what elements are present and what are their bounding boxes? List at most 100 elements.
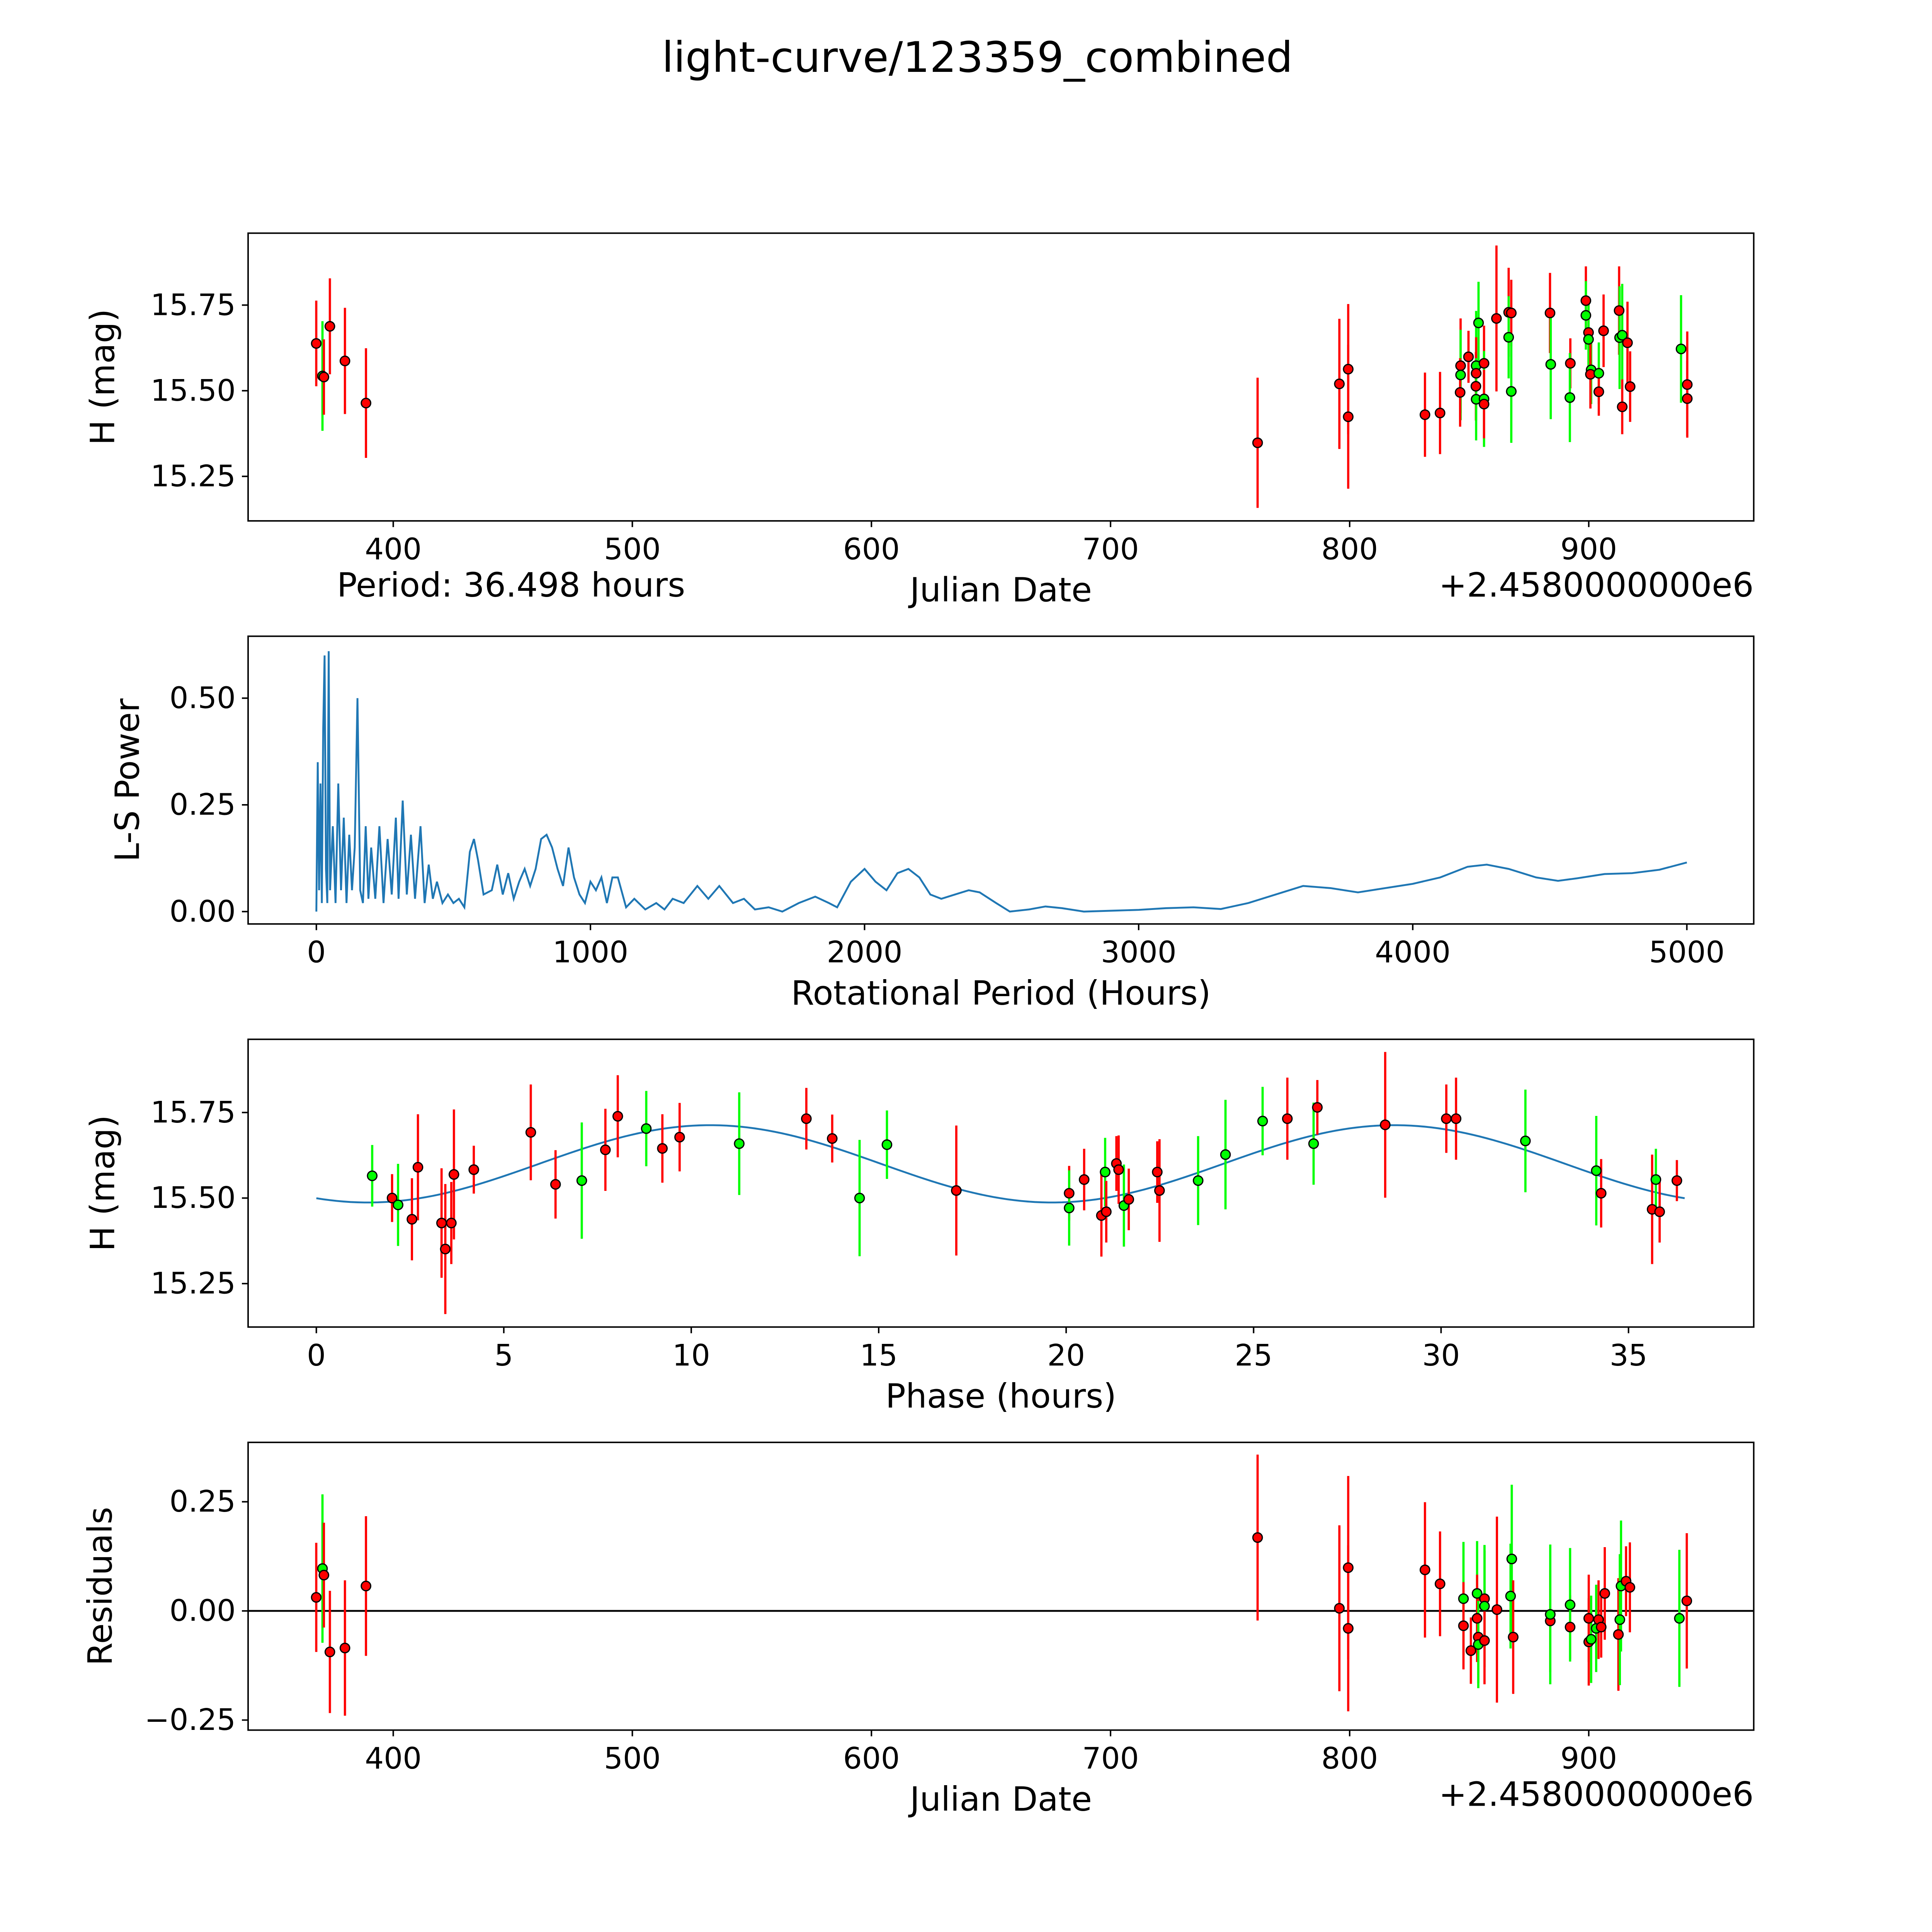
data-point-green: [1473, 317, 1484, 328]
data-point-red: [1479, 1635, 1490, 1646]
data-point-red: [324, 321, 335, 332]
data-point-green: [1675, 344, 1686, 354]
data-point-red: [1580, 295, 1591, 306]
data-point-red: [1622, 337, 1633, 348]
data-point-red: [1151, 1167, 1163, 1178]
x-tick-label: 4000: [1375, 935, 1451, 970]
y-tick-label: 15.25: [150, 459, 235, 493]
data-point-green: [1614, 1614, 1625, 1625]
data-point-green: [733, 1138, 745, 1149]
data-point-red: [318, 1570, 329, 1581]
data-point-red: [1682, 393, 1692, 404]
axes-frame: [247, 232, 1755, 522]
data-point-red: [1063, 1188, 1075, 1199]
data-point-red: [1100, 1206, 1112, 1217]
data-point-red: [1507, 1632, 1519, 1643]
y-tick-label: 15.75: [150, 1095, 235, 1130]
data-point-red: [412, 1162, 423, 1173]
data-point-red: [1478, 398, 1489, 410]
data-point-red: [360, 1580, 371, 1592]
x-tick-label: 700: [1082, 1741, 1139, 1776]
subplot-phase-folded: 0 5 10 15 20 25 30 35 15.25 15.50 15.75 Phase (hour…: [83, 1038, 1755, 1416]
data-point-green: [1564, 392, 1575, 403]
x-tick-label: 15: [860, 1338, 898, 1373]
data-point-green: [1220, 1149, 1231, 1160]
subplot-residuals: 400 500 600 700 800 900 −0.25 0.00 0.25 Julian Da…: [81, 1441, 1755, 1819]
data-point-green: [1458, 1593, 1469, 1604]
subplot-periodogram: 0 1000 2000 3000 4000 5000 0.00 0.25 0.50 Rotatio…: [108, 635, 1755, 1013]
y-axis-label: L-S Power: [108, 698, 147, 862]
data-point-red: [827, 1133, 838, 1144]
data-point-red: [1595, 1188, 1607, 1199]
data-point-red: [801, 1113, 812, 1124]
y-tick-label: 0.50: [169, 680, 235, 715]
data-point-green: [1099, 1167, 1111, 1178]
data-point-red: [600, 1144, 611, 1155]
data-point-red: [1154, 1185, 1165, 1196]
x-tick-label: 1000: [553, 935, 628, 970]
data-point-green: [1583, 334, 1594, 345]
data-point-red: [339, 355, 350, 366]
x-tick-label: 800: [1321, 1741, 1378, 1776]
data-point-red: [1342, 1562, 1354, 1573]
x-axis-label: Julian Date: [908, 1780, 1092, 1819]
data-point-red: [1333, 378, 1345, 389]
data-point-red: [311, 338, 321, 349]
y-tick-label: 0.00: [169, 894, 235, 929]
plots-group: 400 500 600 700 800 90015.2515.5015.75Julian …: [81, 232, 1755, 1819]
data-point-green: [1593, 368, 1604, 379]
data-point-green: [1565, 1599, 1575, 1611]
data-point-red: [951, 1185, 962, 1196]
x-tick-label: 30: [1422, 1338, 1460, 1373]
data-point-red: [1419, 409, 1430, 420]
data-point-red: [1565, 358, 1576, 369]
data-point-red: [1544, 308, 1555, 318]
data-point-red: [311, 1592, 321, 1603]
data-point-red: [324, 1646, 335, 1658]
data-point-red: [1595, 1622, 1607, 1633]
data-point-red: [446, 1218, 457, 1228]
data-point-red: [1434, 1578, 1446, 1589]
data-point-green: [1505, 1590, 1516, 1602]
data-point-red: [1624, 381, 1636, 392]
data-point-red: [1593, 386, 1604, 397]
data-point-red: [1342, 411, 1354, 422]
data-point-red: [360, 398, 371, 408]
x-tick-label: 600: [843, 532, 900, 567]
data-point-red: [1450, 1113, 1461, 1124]
y-tick-label: −0.25: [144, 1702, 235, 1737]
data-point-green: [854, 1192, 865, 1204]
data-point-red: [1379, 1119, 1391, 1130]
x-tick-label: 500: [604, 532, 660, 567]
data-point-green: [1585, 1634, 1597, 1645]
data-point-green: [1257, 1116, 1268, 1127]
x-tick-label: 5: [494, 1338, 513, 1373]
data-point-green: [881, 1139, 892, 1150]
data-point-red: [1419, 1565, 1430, 1575]
data-point-red: [1454, 387, 1466, 398]
x-tick-label: 0: [307, 1338, 326, 1373]
data-point-green: [576, 1175, 587, 1186]
x-tick-label: 500: [604, 1741, 660, 1776]
data-point-red: [1333, 1603, 1345, 1614]
data-point-red: [318, 371, 329, 383]
axes-frame: [247, 1038, 1755, 1328]
data-point-green: [1471, 1588, 1483, 1599]
subplot-light-curve: 400 500 600 700 800 900 15.25 15.50 15.75 Julian …: [83, 232, 1755, 610]
data-point-red: [1434, 408, 1446, 418]
data-point-red: [1599, 1588, 1610, 1599]
data-point-red: [406, 1214, 417, 1225]
y-tick-label: 0.25: [169, 787, 235, 822]
periodogram-line: [315, 651, 1687, 913]
data-point-red: [1471, 1613, 1483, 1624]
data-point-red: [1455, 360, 1466, 371]
data-point-green: [1520, 1135, 1531, 1146]
data-point-red: [448, 1169, 459, 1180]
y-axis-label: H (mag): [83, 1115, 122, 1252]
x-offset-label: +2.4580000000e6: [1439, 1775, 1753, 1814]
data-point-green: [1650, 1174, 1661, 1185]
data-point-red: [1342, 1623, 1354, 1634]
x-tick-label: 400: [365, 1741, 422, 1776]
data-point-red: [1470, 368, 1481, 379]
data-point-green: [392, 1199, 403, 1211]
